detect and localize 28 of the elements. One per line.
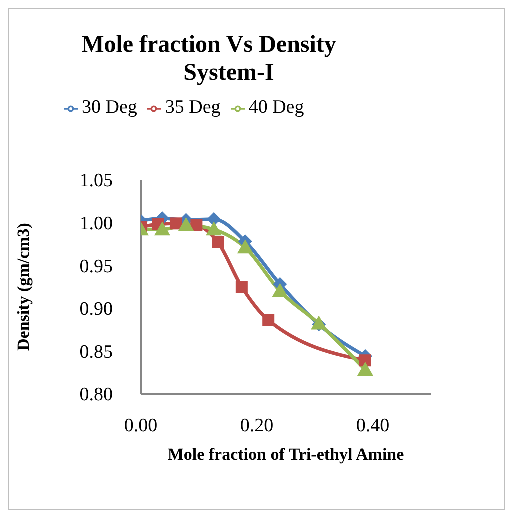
point <box>236 281 248 293</box>
legend-label: 35 Deg <box>165 97 221 118</box>
x-tick-label: 0.40 <box>356 415 390 436</box>
x-tick-label: 0.00 <box>124 415 158 436</box>
y-tick-label: 0.95 <box>80 256 113 278</box>
point <box>357 362 374 376</box>
point <box>154 222 170 236</box>
y-tick-label: 1.00 <box>80 214 113 235</box>
legend-label: 40 Deg <box>248 97 304 118</box>
point <box>190 219 203 232</box>
y-axis-title: Density (gm/cm3) <box>14 223 34 351</box>
x-axis-title: Mole fraction of Tri-ethyl Amine <box>168 445 405 464</box>
point <box>272 283 288 298</box>
point <box>170 218 182 230</box>
y-tick-label: 1.05 <box>80 170 113 192</box>
x-tick-label: 0.20 <box>240 415 274 436</box>
point <box>207 212 222 226</box>
legend-label: 30 Deg <box>82 97 138 118</box>
y-tick-label: 0.90 <box>80 299 113 320</box>
point <box>178 217 194 232</box>
chart-title: Mole fraction Vs Density System-I <box>80 31 338 87</box>
point <box>206 222 222 236</box>
point <box>212 236 224 248</box>
y-tick-label: 0.80 <box>80 384 113 406</box>
y-tick-label: 0.85 <box>80 342 113 363</box>
point <box>359 354 372 367</box>
point <box>262 314 275 326</box>
point <box>237 240 254 254</box>
